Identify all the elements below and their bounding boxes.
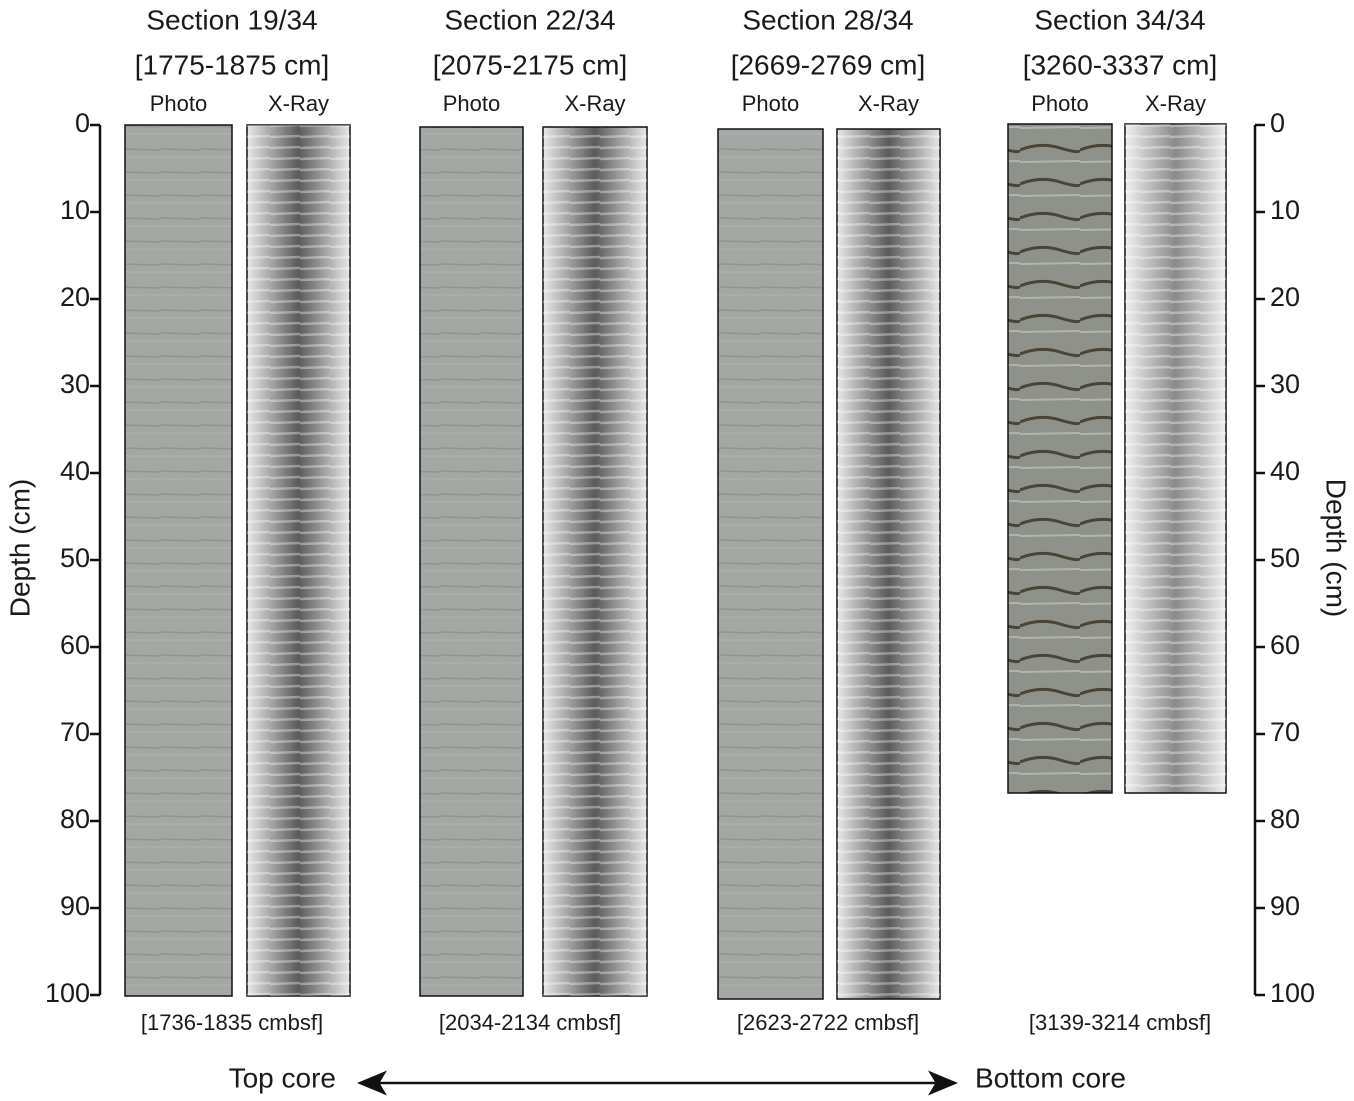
photo-label: Photo xyxy=(443,91,501,116)
tick-label: 0 xyxy=(75,108,90,138)
tick-label: 90 xyxy=(1270,891,1300,921)
depth-range: [2034-2134 cmbsf] xyxy=(439,1010,621,1035)
tick-label: 10 xyxy=(60,195,90,225)
xray-label: X-Ray xyxy=(1145,91,1206,116)
xray-banding xyxy=(247,125,350,996)
section-title: Section 34/34 xyxy=(1034,4,1205,35)
photo-label: Photo xyxy=(742,91,800,116)
core-photo xyxy=(718,129,823,999)
section-title: Section 19/34 xyxy=(146,4,317,35)
tick-label: 40 xyxy=(60,456,90,486)
tick-label: 30 xyxy=(1270,369,1300,399)
tick-label: 20 xyxy=(60,282,90,312)
tick-label: 80 xyxy=(60,804,90,834)
tick-label: 20 xyxy=(1270,282,1300,312)
bottom-core-label: Bottom core xyxy=(975,1062,1126,1093)
core-photo xyxy=(420,127,523,996)
section-range: [2075-2175 cm] xyxy=(433,49,628,80)
photo-label: Photo xyxy=(1031,91,1089,116)
figure: Section 19/34 [1775-1875 cm] Photo X-Ray [17… xyxy=(0,0,1354,1101)
section-range: [3260-3337 cm] xyxy=(1023,49,1218,80)
section-title: Section 22/34 xyxy=(444,4,615,35)
tick-label: 100 xyxy=(1270,978,1315,1008)
xray-banding xyxy=(837,129,940,999)
tick-label: 0 xyxy=(1270,108,1285,138)
tick-label: 60 xyxy=(60,630,90,660)
tick-label: 30 xyxy=(60,369,90,399)
tick-label: 100 xyxy=(45,978,90,1008)
xray-banding xyxy=(1125,124,1226,793)
tick-label: 70 xyxy=(60,717,90,747)
photo-label: Photo xyxy=(150,91,208,116)
section-range: [2669-2769 cm] xyxy=(731,49,926,80)
tick-label: 70 xyxy=(1270,717,1300,747)
cores: Section 19/34 [1775-1875 cm] Photo X-Ray [17… xyxy=(125,4,1226,1034)
section-range: [1775-1875 cm] xyxy=(135,49,330,80)
axis-label-left: Depth (cm) xyxy=(4,479,35,617)
depth-range: [2623-2722 cmbsf] xyxy=(737,1010,919,1035)
tick-label: 50 xyxy=(1270,543,1300,573)
core-photo xyxy=(1008,124,1112,793)
xray-label: X-Ray xyxy=(268,91,329,116)
tick-label: 60 xyxy=(1270,630,1300,660)
tick-label: 10 xyxy=(1270,195,1300,225)
core-photo xyxy=(125,125,232,996)
axis-label-right: Depth (cm) xyxy=(1321,479,1352,617)
xray-label: X-Ray xyxy=(858,91,919,116)
tick-label: 50 xyxy=(60,543,90,573)
tick-label: 90 xyxy=(60,891,90,921)
section-title: Section 28/34 xyxy=(742,4,913,35)
xray-label: X-Ray xyxy=(564,91,625,116)
tick-label: 40 xyxy=(1270,456,1300,486)
depth-range: [1736-1835 cmbsf] xyxy=(141,1010,323,1035)
top-core-label: Top core xyxy=(229,1062,336,1093)
depth-range: [3139-3214 cmbsf] xyxy=(1029,1010,1211,1035)
xray-banding xyxy=(543,127,647,996)
tick-label: 80 xyxy=(1270,804,1300,834)
